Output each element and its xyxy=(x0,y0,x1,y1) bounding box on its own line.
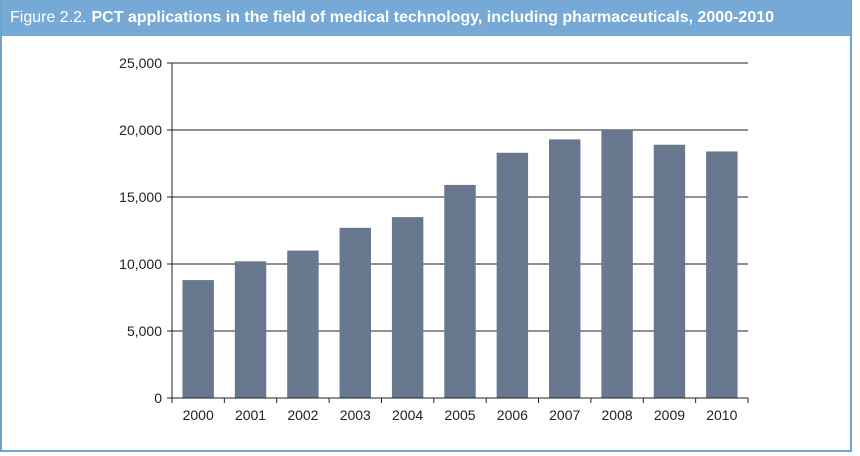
x-tick-label: 2005 xyxy=(444,407,475,423)
x-tick-label: 2002 xyxy=(287,407,318,423)
figure-header: Figure 2.2. PCT applications in the fiel… xyxy=(2,0,850,36)
bar xyxy=(496,152,529,398)
bar xyxy=(549,139,581,398)
y-tick-label: 0 xyxy=(154,390,162,406)
bar xyxy=(391,217,424,398)
y-tick-label: 10,000 xyxy=(119,256,162,272)
y-tick-label: 5,000 xyxy=(127,323,162,339)
x-tick-label: 2003 xyxy=(340,407,371,423)
x-tick-label: 2004 xyxy=(392,407,423,423)
y-tick-label: 25,000 xyxy=(119,55,162,71)
bar xyxy=(706,151,738,398)
bar xyxy=(182,280,214,398)
y-tick-label: 15,000 xyxy=(119,189,162,205)
figure-number: Figure 2.2. xyxy=(10,9,87,26)
x-tick-label: 2010 xyxy=(706,407,737,423)
x-tick-label: 2006 xyxy=(497,407,528,423)
x-tick-label: 2000 xyxy=(183,407,214,423)
x-tick-label: 2001 xyxy=(235,407,266,423)
bar xyxy=(339,227,371,398)
figure-title: PCT applications in the field of medical… xyxy=(91,9,775,26)
bar xyxy=(234,261,267,398)
bar xyxy=(444,184,476,398)
bar xyxy=(287,250,319,398)
x-tick-label: 2007 xyxy=(549,407,580,423)
bar xyxy=(601,130,633,398)
y-tick-label: 20,000 xyxy=(119,122,162,138)
bar xyxy=(653,144,686,398)
x-tick-label: 2009 xyxy=(654,407,685,423)
x-tick-label: 2008 xyxy=(602,407,633,423)
